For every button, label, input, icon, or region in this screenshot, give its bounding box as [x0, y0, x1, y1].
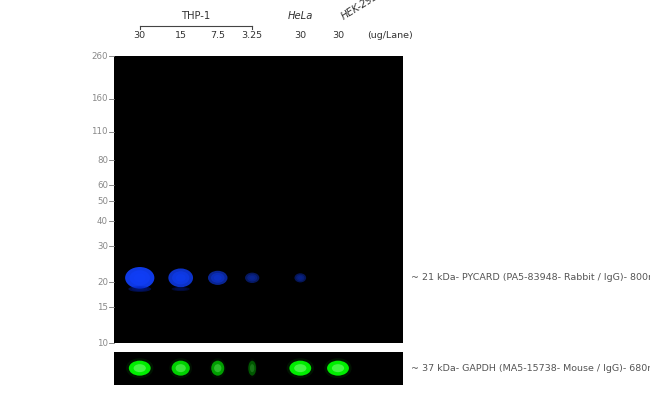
Text: 40: 40: [97, 217, 108, 225]
Ellipse shape: [294, 273, 306, 282]
Ellipse shape: [247, 274, 257, 282]
Text: 160: 160: [92, 94, 108, 104]
Ellipse shape: [129, 270, 150, 285]
Ellipse shape: [327, 361, 349, 376]
Text: 110: 110: [92, 127, 108, 136]
Text: 30: 30: [97, 242, 108, 251]
Ellipse shape: [172, 271, 189, 285]
Text: 20: 20: [97, 277, 108, 287]
Text: 30: 30: [134, 30, 146, 40]
Text: 30: 30: [294, 30, 306, 40]
Ellipse shape: [296, 275, 304, 281]
Text: 60: 60: [97, 181, 108, 190]
Text: ~ 21 kDa- PYCARD (PA5-83948- Rabbit / IgG)- 800nm: ~ 21 kDa- PYCARD (PA5-83948- Rabbit / Ig…: [411, 273, 650, 282]
Ellipse shape: [134, 364, 146, 372]
Ellipse shape: [332, 364, 344, 372]
Ellipse shape: [177, 288, 185, 290]
Ellipse shape: [174, 287, 187, 290]
Text: 10: 10: [97, 339, 108, 348]
Ellipse shape: [125, 267, 155, 289]
Ellipse shape: [135, 288, 144, 290]
Ellipse shape: [245, 272, 259, 283]
Text: 3.25: 3.25: [242, 30, 263, 40]
Text: THP-1: THP-1: [181, 11, 211, 21]
Ellipse shape: [247, 358, 257, 378]
Ellipse shape: [169, 358, 192, 378]
Ellipse shape: [214, 364, 222, 372]
Ellipse shape: [132, 287, 148, 291]
Ellipse shape: [248, 361, 256, 376]
Ellipse shape: [129, 286, 151, 292]
Text: HeLa: HeLa: [287, 11, 313, 21]
Text: HEK-293: HEK-293: [340, 0, 381, 22]
Ellipse shape: [214, 275, 222, 281]
Text: (ug/Lane): (ug/Lane): [367, 30, 413, 40]
Bar: [114, 56, 403, 343]
Text: 80: 80: [97, 156, 108, 164]
Ellipse shape: [294, 364, 306, 372]
Ellipse shape: [168, 268, 193, 287]
Text: 15: 15: [97, 303, 108, 312]
Ellipse shape: [172, 287, 190, 291]
Ellipse shape: [176, 274, 186, 282]
Text: 260: 260: [92, 52, 108, 61]
Ellipse shape: [211, 361, 224, 376]
Ellipse shape: [250, 276, 255, 280]
Ellipse shape: [129, 361, 151, 376]
Ellipse shape: [289, 361, 311, 376]
Text: 7.5: 7.5: [210, 30, 226, 40]
Text: 30: 30: [332, 30, 344, 40]
Ellipse shape: [211, 273, 225, 283]
Ellipse shape: [176, 364, 186, 372]
Text: 15: 15: [175, 30, 187, 40]
Ellipse shape: [324, 358, 352, 378]
Ellipse shape: [134, 273, 146, 282]
Text: ~ 37 kDa- GAPDH (MA5-15738- Mouse / IgG)- 680nm: ~ 37 kDa- GAPDH (MA5-15738- Mouse / IgG)…: [411, 364, 650, 373]
Ellipse shape: [172, 361, 190, 376]
Ellipse shape: [250, 364, 254, 372]
Ellipse shape: [298, 276, 303, 280]
Bar: [114, 352, 403, 385]
Text: 50: 50: [97, 197, 108, 206]
Ellipse shape: [208, 271, 227, 285]
Ellipse shape: [126, 358, 153, 378]
Ellipse shape: [209, 358, 226, 378]
Ellipse shape: [287, 358, 314, 378]
